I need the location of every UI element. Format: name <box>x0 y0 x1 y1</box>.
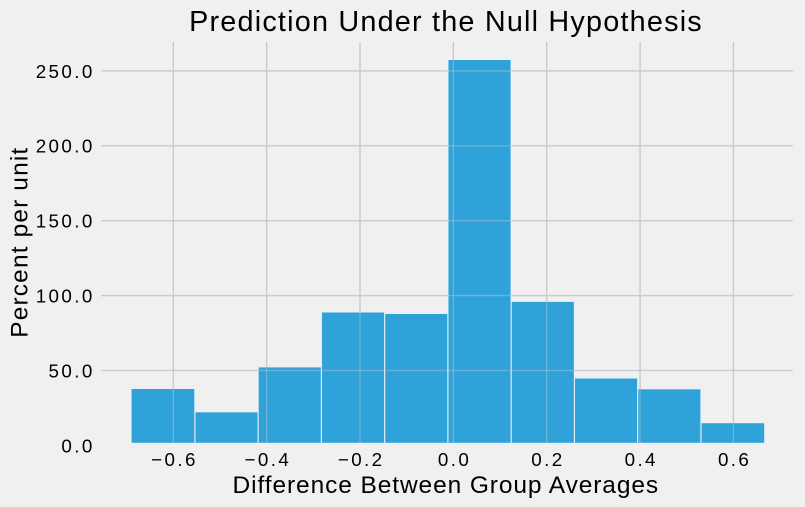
svg-text:0.2: 0.2 <box>531 449 564 470</box>
svg-text:50.0: 50.0 <box>49 360 95 381</box>
svg-text:0.4: 0.4 <box>625 449 658 470</box>
svg-text:150.0: 150.0 <box>36 211 95 232</box>
svg-text:Percent per unit: Percent per unit <box>6 147 33 338</box>
svg-text:Difference Between Group Avera: Difference Between Group Averages <box>233 472 660 499</box>
svg-text:−0.6: −0.6 <box>151 449 198 470</box>
svg-text:Prediction Under the Null Hypo: Prediction Under the Null Hypothesis <box>189 6 703 38</box>
svg-text:200.0: 200.0 <box>36 136 95 157</box>
svg-text:100.0: 100.0 <box>36 285 95 306</box>
svg-text:0.0: 0.0 <box>61 435 94 456</box>
svg-text:0.6: 0.6 <box>718 449 751 470</box>
svg-text:0.0: 0.0 <box>438 449 471 470</box>
svg-text:250.0: 250.0 <box>36 61 95 82</box>
svg-text:−0.2: −0.2 <box>338 449 385 470</box>
svg-text:−0.4: −0.4 <box>245 449 292 470</box>
